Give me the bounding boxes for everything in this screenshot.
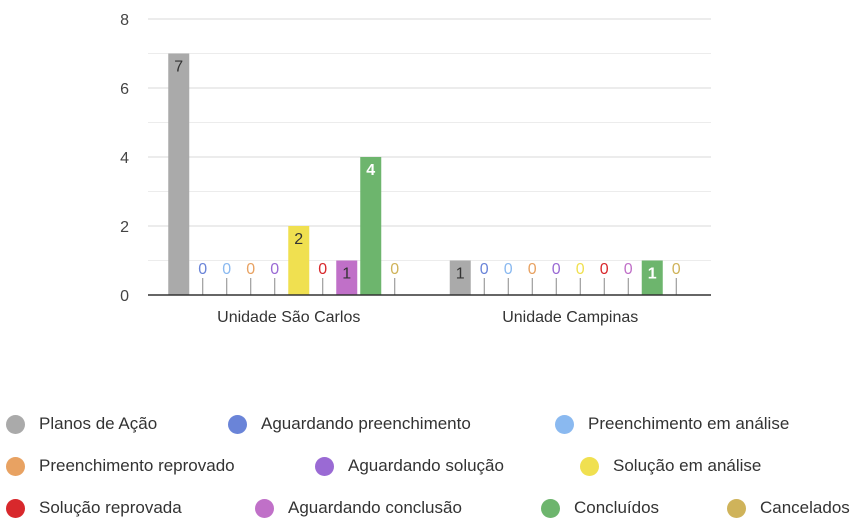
data-label: 1 xyxy=(648,266,657,283)
data-label: 0 xyxy=(600,261,609,278)
bar xyxy=(168,53,190,295)
data-label: 0 xyxy=(480,261,489,278)
data-label: 1 xyxy=(456,266,465,283)
data-label: 0 xyxy=(222,261,231,278)
data-label: 0 xyxy=(552,261,561,278)
y-tick-label: 6 xyxy=(120,81,129,98)
data-label: 0 xyxy=(270,261,279,278)
bar xyxy=(336,260,358,295)
data-label: 0 xyxy=(504,261,513,278)
y-tick-label: 2 xyxy=(120,219,129,236)
data-label: 0 xyxy=(672,261,681,278)
x-category-label: Unidade Campinas xyxy=(502,309,638,326)
x-category-label: Unidade São Carlos xyxy=(217,309,360,326)
data-label: 2 xyxy=(294,231,303,248)
data-label: 7 xyxy=(174,59,183,76)
data-label: 0 xyxy=(528,261,537,278)
data-label: 0 xyxy=(576,261,585,278)
y-tick-label: 4 xyxy=(120,150,129,167)
bar xyxy=(288,226,310,295)
bar xyxy=(449,260,471,295)
bar xyxy=(641,260,663,295)
data-label: 0 xyxy=(390,261,399,278)
bar xyxy=(360,157,382,295)
data-label: 4 xyxy=(366,162,375,179)
data-label: 0 xyxy=(246,261,255,278)
y-tick-label: 8 xyxy=(120,12,129,29)
data-label: 0 xyxy=(624,261,633,278)
data-label: 0 xyxy=(318,261,327,278)
data-label: 0 xyxy=(198,261,207,278)
data-label: 1 xyxy=(342,266,351,283)
y-tick-label: 0 xyxy=(120,288,129,305)
